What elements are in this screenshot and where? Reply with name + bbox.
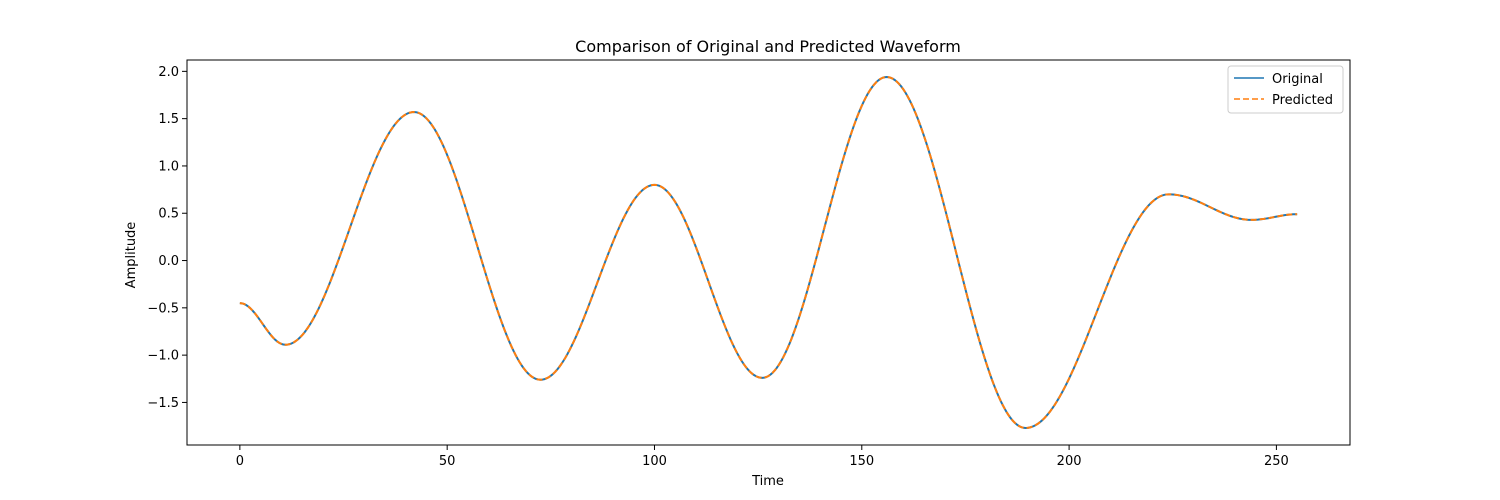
chart-title: Comparison of Original and Predicted Wav… [575, 37, 961, 56]
y-tick-label: 0.0 [158, 254, 179, 269]
y-tick-label: 2.0 [158, 65, 179, 80]
x-tick-label: 250 [1264, 454, 1289, 469]
x-tick-label: 100 [642, 454, 667, 469]
x-tick-label: 150 [849, 454, 874, 469]
y-tick-label: 1.5 [158, 112, 179, 127]
y-axis: −1.5 −1.0 −0.5 0.0 0.5 1.0 1.5 2.0 [147, 65, 187, 411]
x-tick-label: 50 [439, 454, 456, 469]
y-tick-label: 0.5 [158, 207, 179, 222]
y-tick-label: 1.0 [158, 159, 179, 174]
x-tick-label: 200 [1057, 454, 1082, 469]
y-axis-label: Amplitude [124, 222, 139, 289]
series-line-predicted [239, 76, 1298, 429]
legend-label-predicted: Predicted [1272, 93, 1333, 108]
y-tick-label: −1.5 [147, 396, 179, 411]
y-tick-label: −1.0 [147, 349, 179, 364]
x-tick-label: 0 [236, 454, 244, 469]
y-tick-label: −0.5 [147, 301, 179, 316]
x-axis: 0 50 100 150 200 250 [236, 445, 1289, 469]
plot-frame [186, 59, 1351, 446]
legend: Original Predicted [1227, 65, 1344, 114]
legend-label-original: Original [1272, 72, 1323, 87]
x-axis-label: Time [751, 474, 784, 489]
plot-area [239, 76, 1298, 429]
